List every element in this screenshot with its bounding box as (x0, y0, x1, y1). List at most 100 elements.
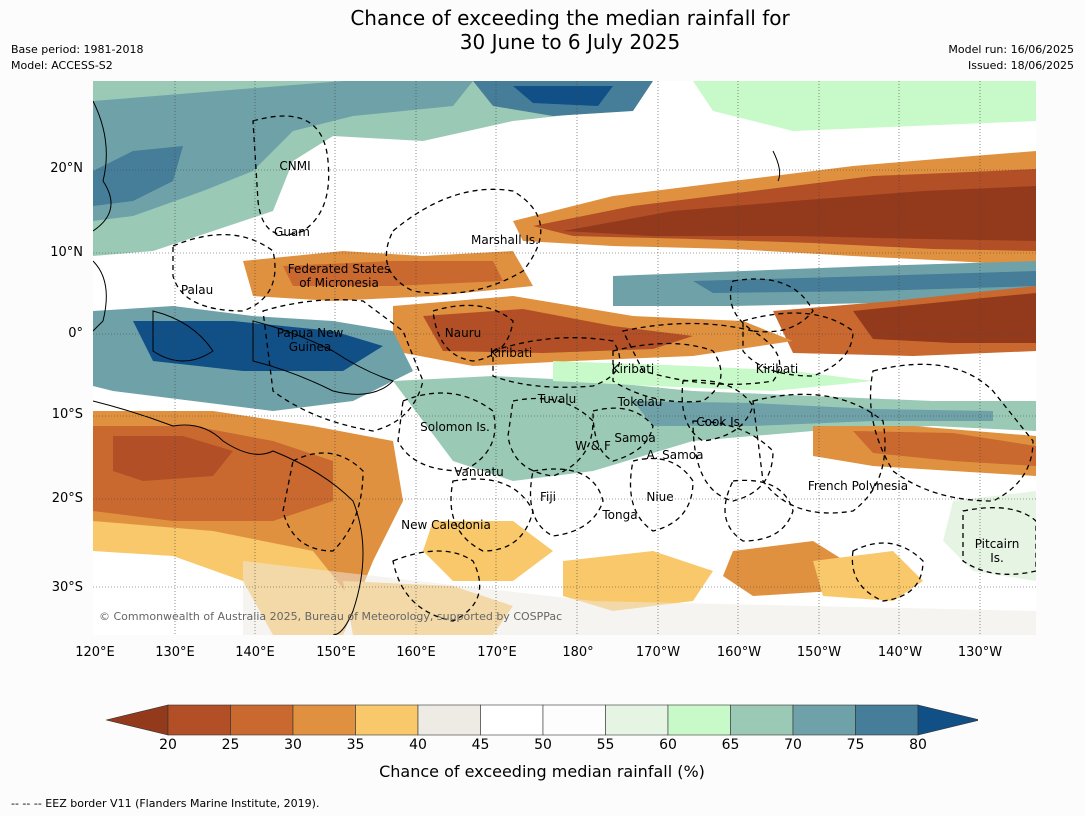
dry-south-2 (563, 551, 713, 611)
place-label: Fiji (539, 490, 557, 504)
copyright-notice: © Commonwealth of Australia 2025, Bureau… (99, 610, 563, 623)
green-north-east (693, 81, 1036, 131)
colorbar (106, 704, 978, 736)
lon-label: 140°W (877, 645, 923, 660)
dry-south-4 (813, 551, 923, 601)
white-australia (93, 551, 273, 635)
lat-label: 20°S (51, 491, 83, 506)
colorbar-bin (855, 704, 919, 736)
place-label: Palau (180, 283, 214, 297)
colorbar-tick-label: 75 (846, 737, 865, 753)
place-label: CNMI (279, 159, 311, 173)
lon-label: 160°E (396, 645, 436, 660)
colorbar-tick-label: 50 (534, 737, 552, 753)
colorbar-tick-label: 45 (471, 737, 490, 753)
colorbar-bin (792, 704, 856, 736)
issued-date: Issued: 18/06/2025 (967, 59, 1074, 72)
base-period: Base period: 1981-2018 (11, 43, 144, 56)
wet-area-north-core (93, 81, 473, 221)
lon-label: 120°E (75, 645, 115, 660)
map-canvas (93, 81, 1036, 635)
grey-band-south (243, 561, 1036, 635)
wet-spcz-core (633, 401, 993, 426)
wet-band-5n-core (693, 271, 1036, 293)
lon-label: 160°W (716, 645, 762, 660)
title-line-1: Chance of exceeding the median rainfall … (350, 6, 790, 30)
meta-left: Base period: 1981-2018 Model: ACCESS-S2 (11, 42, 143, 74)
colorbar-tick-label: 25 (221, 737, 240, 753)
place-label: New Caledonia (401, 518, 491, 532)
lon-label: 170°W (635, 645, 681, 660)
colorbar-bin (542, 704, 606, 736)
place-label: A. Samoa (646, 448, 704, 462)
colorbar-extend-low (106, 704, 169, 736)
place-label: Kiribati (489, 346, 533, 360)
colorbar-tick-label: 80 (909, 737, 927, 753)
lat-label: 0° (68, 326, 83, 341)
eez-borders (172, 115, 1036, 622)
colorbar-tick-label: 35 (346, 737, 365, 753)
green-south-east (943, 491, 1036, 581)
colorbar-tick-label: 30 (284, 737, 302, 753)
wet-spcz-green (553, 361, 873, 391)
dry-band-15s-core (853, 431, 1036, 466)
lon-label: 140°E (235, 645, 275, 660)
place-label: Papua New Guinea (276, 326, 344, 354)
lon-label: 180° (562, 645, 594, 660)
place-label: Tonga (602, 508, 638, 522)
colorbar-title: Chance of exceeding median rainfall (%) (379, 762, 705, 781)
place-label: Niue (646, 490, 674, 504)
dry-band-10n-deep (563, 186, 1036, 241)
place-label: Kiribati (755, 362, 799, 376)
eez-footnote: -- -- -- EEZ border V11 (Flanders Marine… (11, 797, 320, 810)
place-label: French Polynesia (807, 479, 909, 493)
place-label: Nauru (444, 326, 482, 340)
colorbar-bin (230, 704, 294, 736)
lat-label: 10°S (51, 407, 83, 422)
lon-label: 130°E (155, 645, 195, 660)
colorbar-tick-label: 20 (159, 737, 177, 753)
place-label: W & F (575, 439, 611, 453)
coastlines (93, 100, 781, 635)
place-label: Guam (274, 225, 310, 239)
wet-band-eq-west-core (133, 321, 383, 371)
colorbar-bin (605, 704, 669, 736)
wet-area-north-deep (93, 146, 183, 206)
colorbar-tick-label: 65 (721, 737, 740, 753)
model-run: Model run: 16/06/2025 (948, 43, 1074, 56)
place-label: Vanuatu (454, 465, 504, 479)
colorbar-bin (292, 704, 356, 736)
lat-label: 20°N (50, 161, 83, 176)
place-label: Federated States of Micronesia (287, 262, 391, 290)
colorbar-bin (730, 704, 794, 736)
dry-core-north-west (283, 261, 503, 286)
place-label: Tuvalu (537, 392, 577, 406)
lon-label: 130°W (957, 645, 1003, 660)
wet-spcz (393, 376, 1036, 481)
graticule (93, 81, 1036, 635)
lon-label: 150°E (316, 645, 356, 660)
dry-australia-deep (113, 436, 233, 481)
place-label: Samoa (614, 431, 656, 445)
colorbar-bin (480, 704, 544, 736)
colorbar-tick-label: 70 (784, 737, 802, 753)
colorbar-bin (667, 704, 731, 736)
lon-label: 170°E (477, 645, 517, 660)
place-label: Solomon Is. (420, 420, 490, 434)
place-label: Pitcairn Is. (974, 537, 1020, 565)
wet-area-north-3 (513, 86, 613, 106)
title-line-2: 30 June to 6 July 2025 (459, 30, 681, 54)
colorbar-bin (167, 704, 231, 736)
colorbar-bin (417, 704, 481, 736)
lat-label: 30°S (51, 580, 83, 595)
place-label: Marshall Is. (471, 233, 539, 247)
colorbar-extend-high (917, 704, 978, 736)
map-title: Chance of exceeding the median rainfall … (0, 6, 1085, 54)
place-label: Kiribati (611, 362, 655, 376)
colorbar-bin (355, 704, 419, 736)
model-name: Model: ACCESS-S2 (11, 59, 113, 72)
colorbar-tick-label: 60 (659, 737, 677, 753)
meta-right: Model run: 16/06/2025 Issued: 18/06/2025 (948, 42, 1074, 74)
place-label: Cook Is. (696, 415, 744, 429)
lat-label: 10°N (50, 245, 83, 260)
